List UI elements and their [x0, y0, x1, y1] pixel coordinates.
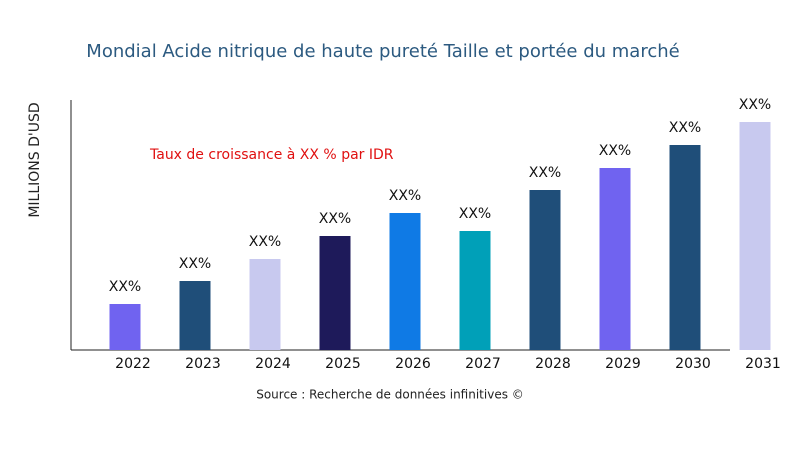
x-tick-label: 2022 — [115, 356, 151, 372]
source: Source : Recherche de données infinitive… — [256, 388, 524, 402]
bar — [179, 281, 211, 350]
chart-title: Mondial Acide nitrique de haute pureté T… — [86, 41, 679, 62]
x-tick-label: 2031 — [745, 356, 781, 372]
x-tick-label: 2023 — [185, 356, 221, 372]
annotation: Taux de croissance à XX % par IDR — [149, 147, 394, 163]
bar — [599, 168, 631, 350]
value-label: XX% — [669, 120, 701, 136]
bar — [739, 122, 771, 350]
bar — [669, 145, 701, 350]
value-label: XX% — [179, 256, 211, 272]
x-tick-label: 2027 — [465, 356, 501, 372]
bar — [389, 213, 421, 350]
x-tick-label: 2026 — [395, 356, 431, 372]
bar — [529, 190, 561, 350]
value-label: XX% — [389, 188, 421, 204]
value-label: XX% — [739, 97, 771, 113]
value-label: XX% — [249, 234, 281, 250]
value-label: XX% — [529, 165, 561, 181]
bar — [319, 236, 351, 350]
y-axis-label: MILLIONS D'USD — [27, 102, 43, 217]
value-label: XX% — [599, 143, 631, 159]
x-tick-label: 2030 — [675, 356, 711, 372]
bar — [109, 304, 141, 350]
value-label: XX% — [109, 279, 141, 295]
bar — [249, 259, 281, 350]
x-tick-label: 2028 — [535, 356, 571, 372]
value-label: XX% — [459, 206, 491, 222]
bar — [459, 231, 491, 350]
value-label: XX% — [319, 211, 351, 227]
x-tick-label: 2029 — [605, 356, 641, 372]
x-tick-label: 2025 — [325, 356, 361, 372]
x-tick-label: 2024 — [255, 356, 291, 372]
